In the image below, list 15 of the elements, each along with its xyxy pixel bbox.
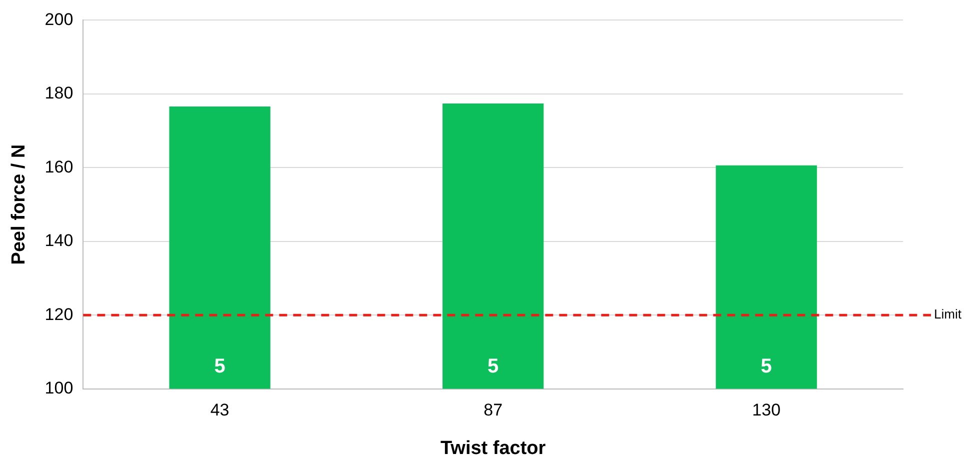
y-tick-label: 120 (44, 304, 74, 324)
annotation: 5 (214, 355, 226, 378)
x-tick-label: 130 (752, 400, 781, 420)
annotation: 5 (488, 355, 499, 378)
y-tick-label: 160 (44, 157, 74, 176)
x-axis-title: Twist factor (440, 438, 546, 459)
x-tick-label: 43 (210, 400, 230, 420)
y-axis-title: Peel force / N (8, 144, 30, 265)
y-tick-label: 180 (44, 84, 74, 103)
y-tick-label: 140 (44, 231, 74, 250)
x-tick-label: 87 (484, 400, 503, 420)
y-tick-label: 200 (44, 10, 74, 29)
annotation: 5 (760, 355, 772, 378)
ref-line-label: Limit (934, 306, 962, 322)
y-tick-label: 100 (44, 378, 74, 398)
